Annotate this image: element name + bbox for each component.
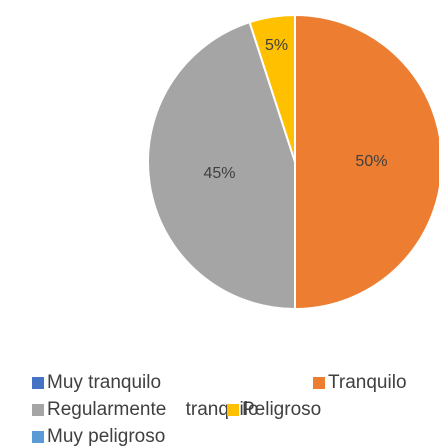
pie-slice xyxy=(147,20,296,311)
legend-swatch xyxy=(227,404,239,416)
legend-swatch xyxy=(32,377,44,389)
legend-label: Regularmente tranquilo xyxy=(47,399,259,420)
legend-label: Peligroso xyxy=(242,399,321,420)
legend-swatch xyxy=(32,404,44,416)
pie-slice xyxy=(294,13,439,311)
data-label: 5% xyxy=(265,37,288,54)
pie-slice xyxy=(248,13,296,163)
legend-label: Muy peligroso xyxy=(47,426,165,447)
legend-swatch xyxy=(313,377,325,389)
legend-label: Muy tranquilo xyxy=(47,372,161,393)
data-label: 45% xyxy=(203,165,235,182)
data-label: 50% xyxy=(355,153,387,170)
legend-swatch xyxy=(32,431,44,443)
legend-label: Tranquilo xyxy=(328,372,407,393)
